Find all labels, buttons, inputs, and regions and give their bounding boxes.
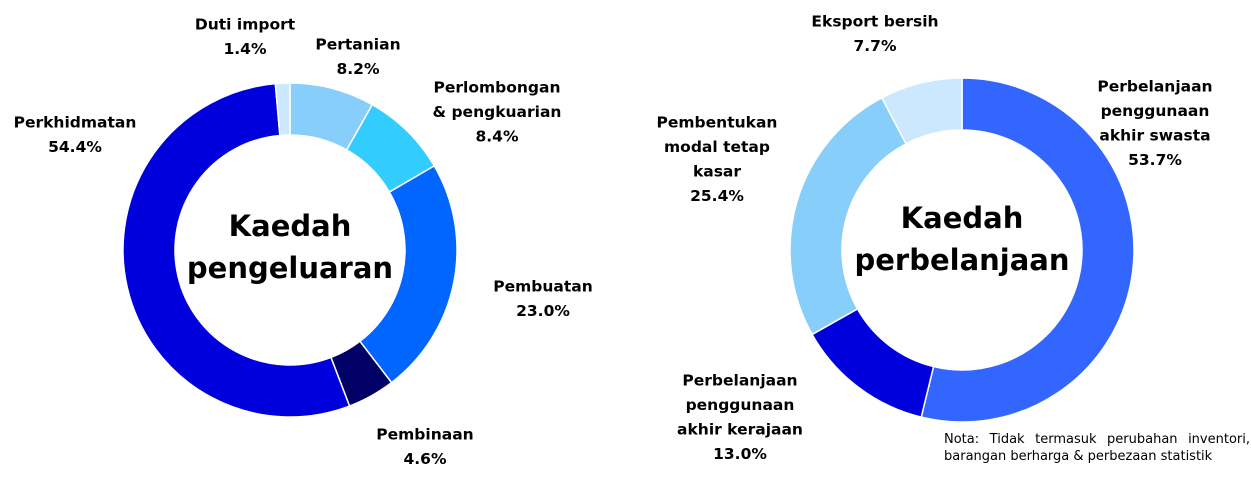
value-label: 8.4% <box>476 128 519 146</box>
segment-label: Pembuatan <box>493 278 593 296</box>
note: Nota: Tidak termasuk perubahan inventori… <box>944 432 1250 464</box>
value-label: 25.4% <box>690 187 744 205</box>
segment-label: akhir kerajaan <box>677 421 803 439</box>
segment-label: Pembinaan <box>376 426 473 444</box>
value-label: 54.4% <box>48 138 102 156</box>
segment-label: Perkhidmatan <box>14 114 137 132</box>
segment-label: Duti import <box>195 16 296 34</box>
segment-label: Perbelanjaan <box>682 372 797 390</box>
segment-label: Pertanian <box>315 36 400 54</box>
center-title: Kaedah <box>229 209 352 243</box>
segment-label: Perbelanjaan <box>1097 78 1212 96</box>
segment-label: penggunaan <box>1101 102 1210 120</box>
segment-label: kasar <box>693 163 741 181</box>
donut-segment <box>880 77 963 145</box>
value-label: 7.7% <box>854 37 897 55</box>
segment-label: Pembentukan <box>657 114 778 132</box>
donut-segment <box>122 82 351 418</box>
value-label: 8.2% <box>337 60 380 78</box>
value-label: 53.7% <box>1128 151 1182 169</box>
donut-segment <box>811 307 935 419</box>
center-title: pengeluaran <box>187 251 393 285</box>
donut-segment <box>789 96 908 336</box>
segment-label: Eksport bersih <box>811 13 938 31</box>
value-label: 4.6% <box>404 450 447 468</box>
segment-label: penggunaan <box>686 396 795 414</box>
value-label: 13.0% <box>713 445 767 463</box>
segment-label: akhir swasta <box>1099 127 1210 145</box>
segment-label: & pengkuarian <box>433 103 562 121</box>
donut-segment <box>274 82 291 137</box>
center-title: Kaedah <box>901 201 1024 235</box>
donut-segment <box>920 77 1135 423</box>
value-label: 23.0% <box>516 302 570 320</box>
segment-label: Perlombongan <box>434 79 561 97</box>
value-label: 1.4% <box>224 40 267 58</box>
center-title: perbelanjaan <box>854 243 1069 277</box>
segment-label: modal tetap <box>664 138 770 156</box>
